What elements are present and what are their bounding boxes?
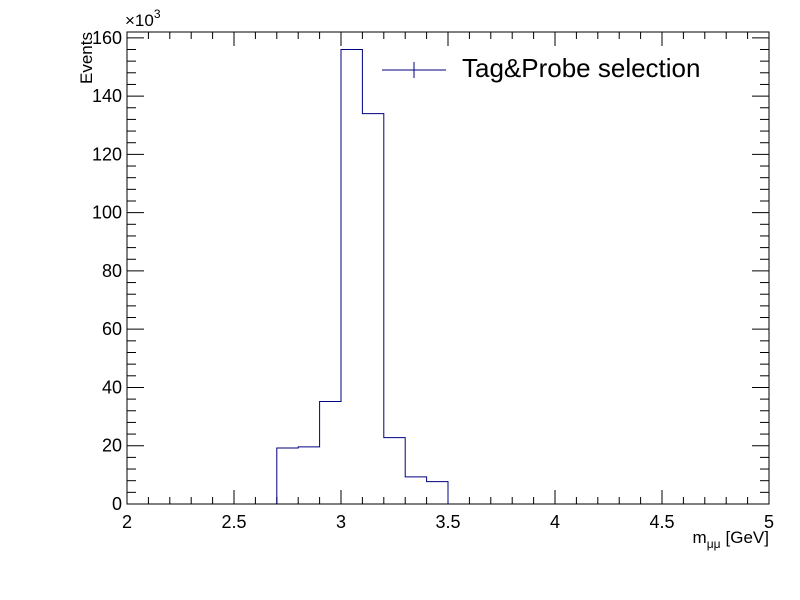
plot-frame <box>126 31 770 505</box>
y-tick-label: 140 <box>92 86 122 106</box>
x-tick-label: 2 <box>122 512 132 532</box>
axis-tick-labels: 2 2.5 3 3.5 4 4.5 5 0 20 40 60 80 100 120 140 160 <box>92 28 774 532</box>
y-tick-label: 80 <box>102 261 122 281</box>
y-tick-label: 160 <box>92 28 122 48</box>
y-tick-label: 40 <box>102 377 122 397</box>
x-tick-label: 4.5 <box>649 512 674 532</box>
legend-label: Tag&Probe selection <box>462 53 700 83</box>
x-tick-label: 2.5 <box>221 512 246 532</box>
x-axis-title-subscript: μμ <box>707 537 721 551</box>
y-multiplier-exponent: 3 <box>154 7 161 21</box>
y-multiplier-label: ×103 <box>125 7 161 30</box>
axis-ticks <box>126 32 770 505</box>
y-tick-label: 0 <box>112 494 122 514</box>
y-axis-title: Events <box>77 32 96 84</box>
legend: Tag&Probe selection <box>382 53 700 83</box>
x-tick-label: 3 <box>336 512 346 532</box>
y-tick-label: 60 <box>102 319 122 339</box>
x-axis-title: mμμ [GeV] <box>693 528 769 551</box>
x-tick-label: 4 <box>550 512 560 532</box>
y-tick-label: 20 <box>102 436 122 456</box>
histogram-series-line <box>276 48 449 504</box>
x-tick-label: 5 <box>764 512 774 532</box>
y-tick-label: 120 <box>92 144 122 164</box>
x-tick-label: 3.5 <box>435 512 460 532</box>
y-tick-label: 100 <box>92 203 122 223</box>
